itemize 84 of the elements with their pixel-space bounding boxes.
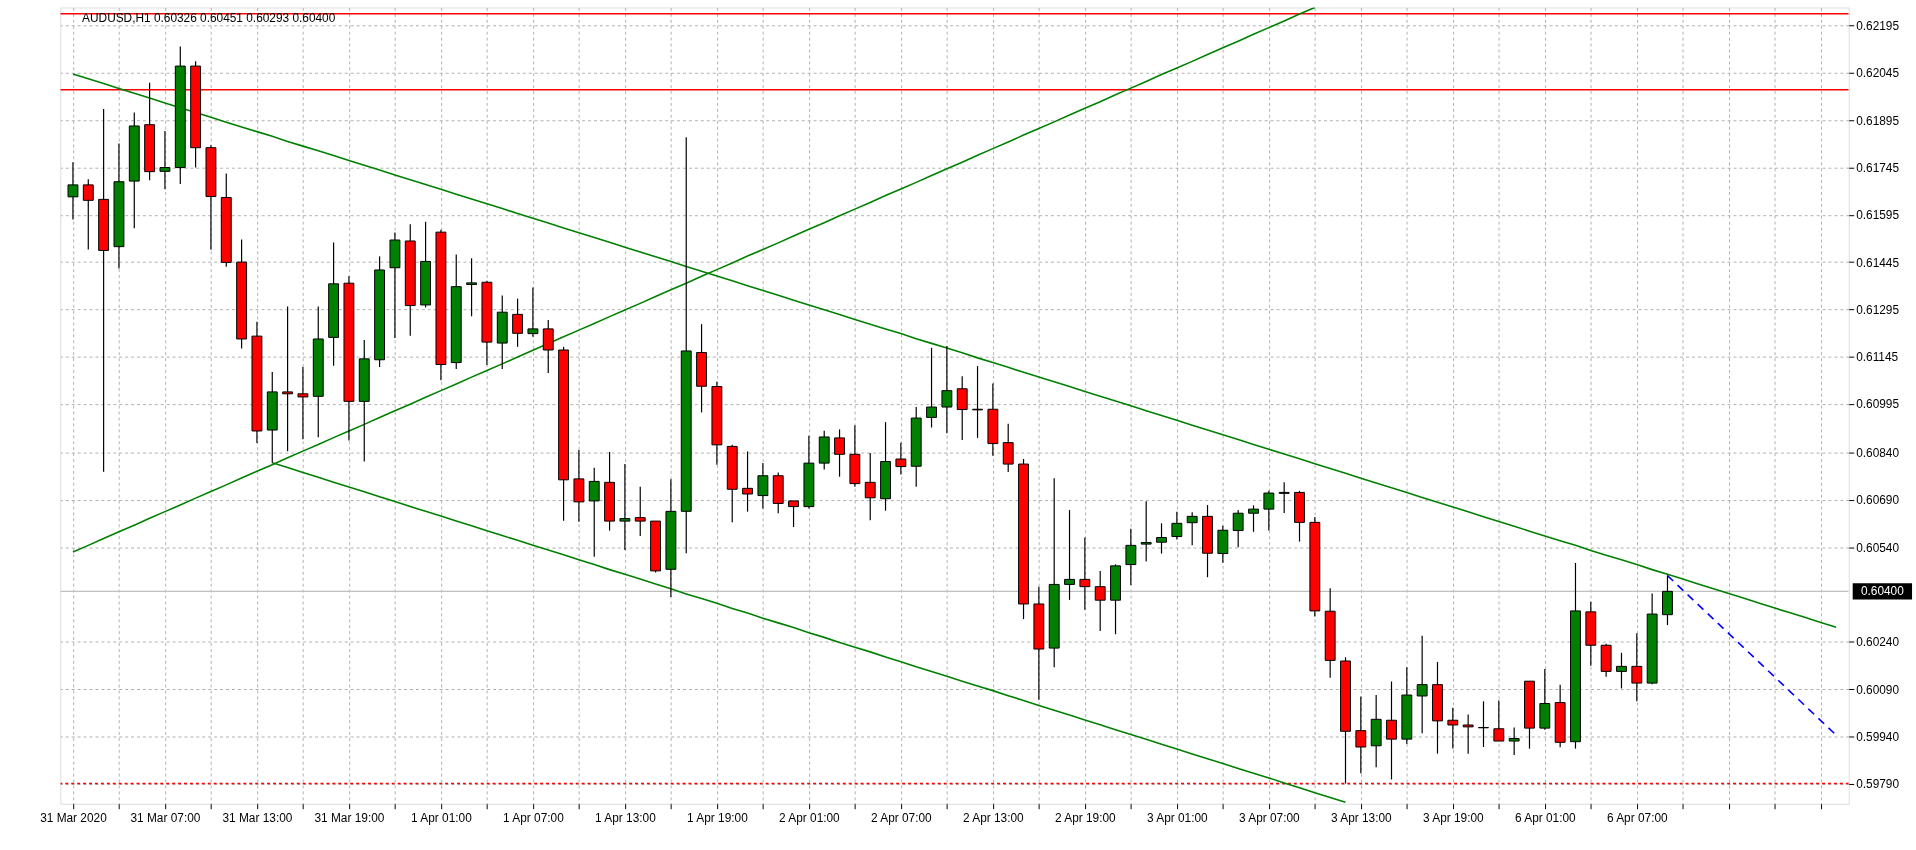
candlestick [1631,632,1643,702]
y-tick-label: 0.61895 [1856,113,1900,128]
candlestick [926,347,937,429]
x-tick-label: 6 Apr 07:00 [1606,811,1669,826]
candlestick [742,450,753,513]
y-tick-label: 0.61295 [1856,302,1900,317]
candlestick [1508,726,1520,756]
candlestick [297,366,309,440]
ref-line-label: 0.60400 [1860,584,1905,599]
x-tick-label: 31 Mar 2020 [40,811,108,826]
y-tick-label: 0.60540 [1856,540,1900,555]
x-tick-label: 2 Apr 19:00 [1055,811,1117,826]
candlestick [542,319,554,374]
candlestick [788,500,799,528]
candlestick [1125,528,1137,586]
y-tick-label: 0.61445 [1856,255,1900,270]
x-tick-label: 6 Apr 01:00 [1514,811,1577,826]
candlestick [1248,504,1259,533]
candlestick [82,178,94,251]
y-tick-label: 0.60995 [1856,397,1900,412]
candlestick [1462,713,1474,755]
x-tick-label: 3 Apr 13:00 [1330,811,1393,826]
x-tick-label: 1 Apr 13:00 [595,811,657,826]
y-tick-label: 0.59790 [1856,777,1900,792]
y-tick-label: 0.62045 [1856,66,1900,81]
candlestick [1662,574,1673,626]
x-tick-label: 31 Mar 13:00 [222,811,293,826]
candlestick [1447,707,1459,750]
y-tick-label: 0.60090 [1856,682,1900,697]
x-tick-label: 31 Mar 19:00 [314,811,385,826]
candlestick [1217,525,1229,564]
candlestick [282,305,294,452]
candlestick [1002,423,1014,473]
x-tick-label: 3 Apr 19:00 [1422,811,1485,826]
y-tick-label: 0.60240 [1856,635,1900,650]
candlestick [1278,481,1290,514]
x-tick-label: 2 Apr 07:00 [871,811,933,826]
candlestick [1493,699,1505,742]
x-tick-label: 2 Apr 13:00 [963,811,1025,826]
candlestick [1186,511,1198,546]
y-tick-label: 0.59940 [1856,729,1900,744]
candlestick [159,130,171,190]
candlestick [588,467,600,558]
y-tick-label: 0.60690 [1856,493,1900,508]
candlestick [1355,696,1367,774]
candlestick [573,449,585,523]
x-tick-label: 1 Apr 19:00 [687,811,749,826]
candlestick [1263,490,1275,532]
line-series [1666,574,1837,736]
x-tick-label: 1 Apr 01:00 [411,811,473,826]
candlestick [834,428,845,478]
x-tick-label: 31 Mar 07:00 [130,811,201,826]
candlestick [1064,509,1075,601]
candlestick [1156,522,1167,555]
x-tick-label: 3 Apr 01:00 [1147,811,1209,826]
candlestick [941,345,953,434]
candlestick [1140,500,1152,563]
candlestick [1094,570,1106,632]
candlestick [527,287,539,338]
candlestick [619,463,631,551]
candlestick [67,161,79,221]
candlestick [1232,509,1244,548]
candlestick [1386,680,1397,781]
candlestick [864,452,876,521]
y-tick-label: 0.60840 [1856,446,1900,461]
chart-title: AUDUSD,H1 0.60326 0.60451 0.60293 0.60400 [82,11,336,26]
candlestick [1171,511,1183,540]
y-tick-label: 0.62195 [1856,19,1900,34]
candlestick [512,298,524,348]
candlestick [466,257,478,317]
x-tick-label: 2 Apr 01:00 [779,811,841,826]
y-tick-label: 0.61745 [1856,161,1900,175]
candlestick [634,486,646,537]
candlestick [895,442,907,476]
candlestick [757,462,769,510]
y-tick-label: 0.61145 [1856,350,1899,365]
candlestick [972,365,983,439]
candlestick [1416,635,1428,734]
candlestick [1616,652,1627,690]
x-tick-label: 1 Apr 07:00 [503,811,565,826]
candlestick [956,375,968,441]
y-tick-label: 0.61595 [1856,208,1900,223]
x-tick-label: 3 Apr 07:00 [1239,811,1301,826]
candlestick [1079,536,1091,611]
